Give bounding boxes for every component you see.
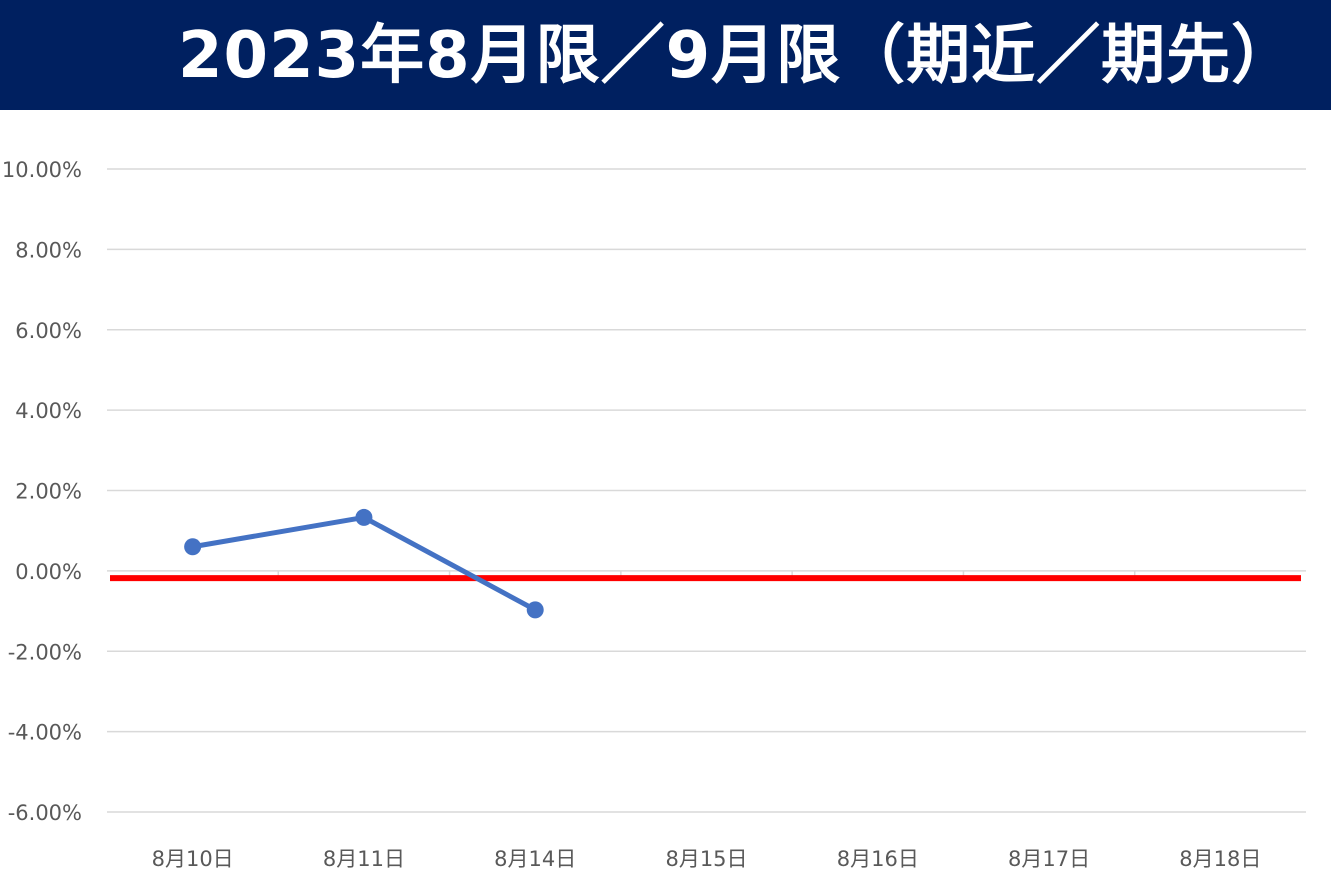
series-line [192,514,537,613]
line-chart: 10.00% 8.00% 6.00% 4.00% 2.00% 0.00% -2.00% -4.… [2,158,1306,871]
gridlines [107,168,1306,813]
y-tick-label: -4.00% [8,721,82,745]
chart-area: 10.00% 8.00% 6.00% 4.00% 2.00% 0.00% -2.00% -4.… [0,110,1331,883]
x-tick-label: 8月14日 [494,847,576,871]
x-tick-label: 8月11日 [323,847,405,871]
x-tick-label: 8月10日 [152,847,234,871]
series-layer [110,508,1301,619]
y-tick-label: 8.00% [15,238,82,262]
data-point [526,601,544,619]
chart-title: 2023年8月限／9月限（期近／期先） [178,19,1297,93]
y-tick-label: -6.00% [8,801,82,825]
data-point [184,538,202,556]
x-tick-label: 8月16日 [837,847,919,871]
y-tick-label: 4.00% [15,399,82,423]
y-tick-label: -2.00% [8,640,82,664]
y-axis-tick-labels: 10.00% 8.00% 6.00% 4.00% 2.00% 0.00% -2.00% -4.… [2,158,82,825]
y-tick-label: 6.00% [15,319,82,343]
y-tick-label: 2.00% [15,480,82,504]
title-banner: 2023年8月限／9月限（期近／期先） [0,0,1331,110]
x-axis-tick-labels: 8月10日 8月11日 8月14日 8月15日 8月16日 8月17日 8月18日 [152,847,1262,871]
x-tick-label: 8月18日 [1179,847,1261,871]
x-tick-label: 8月15日 [665,847,747,871]
y-tick-label: 0.00% [15,560,82,584]
data-point [355,508,373,526]
x-tick-label: 8月17日 [1008,847,1090,871]
y-tick-label: 10.00% [2,158,82,182]
